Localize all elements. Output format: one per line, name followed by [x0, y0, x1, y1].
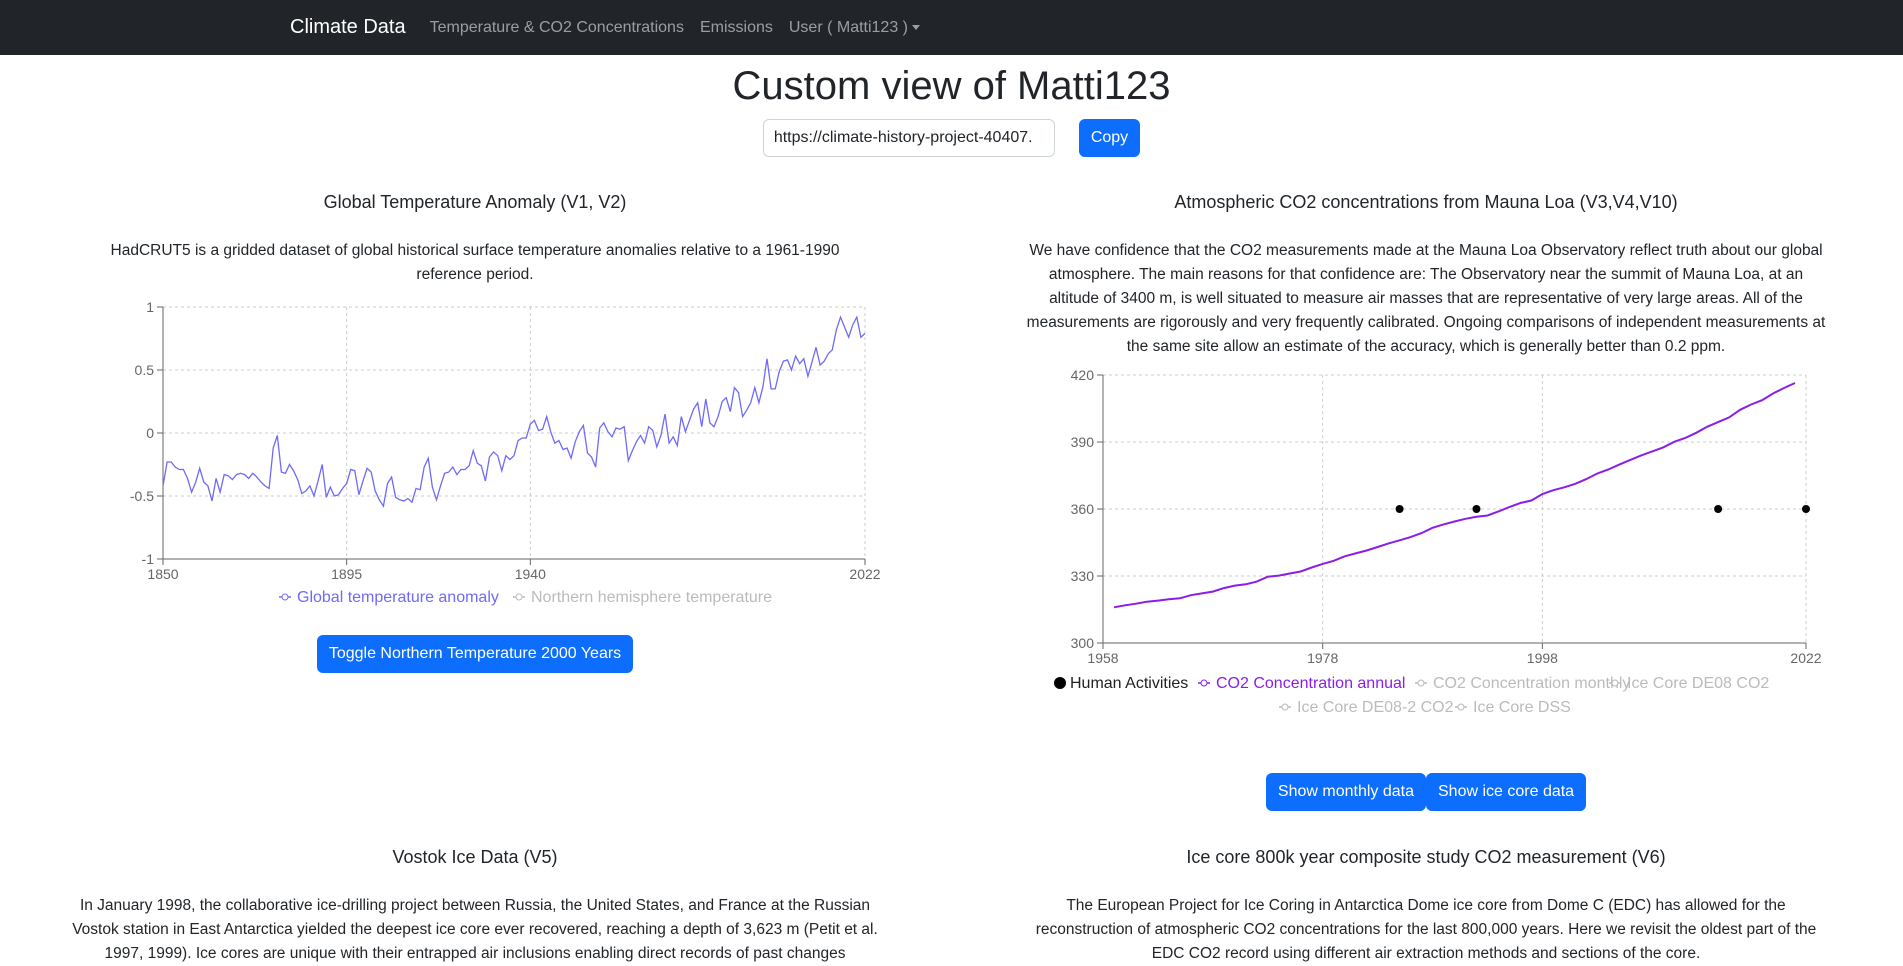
icecore-title: Ice core 800k year composite study CO2 m…	[1186, 847, 1666, 867]
page-title: Custom view of Matti123	[732, 64, 1171, 108]
vostok-title: Vostok Ice Data (V5)	[392, 847, 558, 867]
co2-button-row: Show monthly data Show ice core data	[1023, 773, 1829, 811]
human-activity-point[interactable]	[1395, 505, 1404, 513]
x-tick-label: 1978	[1307, 650, 1338, 666]
toggle-northern-temperature-button[interactable]: Toggle Northern Temperature 2000 Years	[316, 635, 634, 673]
y-tick-label: 0.5	[135, 362, 155, 378]
caret-down-icon	[912, 24, 920, 30]
x-tick-label: 2022	[849, 566, 880, 582]
y-tick-label: -0.5	[130, 488, 154, 504]
temperature-title: Global Temperature Anomaly (V1, V2)	[323, 192, 627, 212]
y-tick-label: 420	[1071, 369, 1095, 383]
series-line-global-temperature	[162, 315, 866, 508]
icecore-section: Ice core 800k year composite study CO2 m…	[1023, 847, 1829, 966]
legend-marker-ice-core-dss	[1457, 703, 1465, 711]
legend-label-ice-core-de08-2[interactable]: Ice Core DE08-2 CO2	[1297, 699, 1454, 716]
series-line-co2-annual	[1113, 382, 1796, 609]
vostok-section: Vostok Ice Data (V5) In January 1998, th…	[70, 847, 880, 966]
temperature-chart: 1850 1895 1940 2022 1 0.5 0 -0.5 -1 Global temper…	[130, 299, 880, 606]
vostok-description: In January 1998, the collaborative ice-d…	[72, 897, 878, 962]
share-url-input[interactable]	[762, 119, 1055, 157]
y-tick-label: 300	[1071, 635, 1095, 651]
legend-marker-ice-core-de08-2	[1281, 703, 1289, 711]
y-tick-label: 0	[146, 425, 154, 441]
co2-section: Atmospheric CO2 concentrations from Maun…	[1023, 192, 1829, 811]
navbar: Climate Data Temperature & CO2 Concentra…	[0, 0, 1903, 55]
x-tick-label: 1958	[1087, 650, 1118, 666]
legend-label-co2-annual[interactable]: CO2 Concentration annual	[1216, 675, 1405, 692]
legend-label-ice-core-dss[interactable]: Ice Core DSS	[1473, 699, 1571, 716]
nav-user-dropdown[interactable]: User ( Matti123 )	[789, 19, 920, 37]
legend-marker-northern	[515, 593, 523, 601]
icecore-description: The European Project for Ice Coring in A…	[1035, 897, 1817, 962]
share-url-row: Copy	[0, 119, 1903, 157]
temperature-section: Global Temperature Anomaly (V1, V2) HadC…	[70, 192, 880, 673]
y-tick-label: 390	[1071, 434, 1095, 450]
x-tick-label: 1940	[515, 566, 546, 582]
legend-label-human[interactable]: Human Activities	[1070, 675, 1188, 692]
legend-label-co2-monthly[interactable]: CO2 Concentration monthly	[1433, 675, 1630, 692]
legend-label-global[interactable]: Global temperature anomaly	[297, 589, 499, 606]
legend-marker-global	[281, 593, 289, 601]
legend-label-northern[interactable]: Northern hemisphere temperature	[531, 589, 772, 606]
legend-marker-human	[1054, 677, 1066, 689]
x-tick-label: 1895	[331, 566, 362, 582]
legend-label-ice-core-de08[interactable]: Ice Core DE08 CO2	[1627, 675, 1769, 692]
human-activity-point[interactable]	[1472, 505, 1481, 513]
y-tick-label: 1	[146, 299, 154, 315]
y-tick-label: 360	[1071, 501, 1095, 517]
show-monthly-data-button[interactable]: Show monthly data	[1265, 773, 1426, 811]
nav-link-temperature-co2[interactable]: Temperature & CO2 Concentrations	[429, 18, 684, 36]
temperature-description: HadCRUT5 is a gridded dataset of global …	[110, 242, 840, 283]
x-tick-label: 2022	[1790, 650, 1821, 666]
navbar-brand[interactable]: Climate Data	[290, 16, 406, 38]
show-ice-core-data-button[interactable]: Show ice core data	[1426, 773, 1587, 811]
legend-marker-co2-monthly	[1417, 679, 1425, 687]
legend-marker-co2-annual	[1200, 679, 1208, 687]
x-tick-label: 1850	[147, 566, 178, 582]
co2-description: We have confidence that the CO2 measurem…	[1026, 242, 1826, 355]
copy-button[interactable]: Copy	[1078, 119, 1141, 157]
y-tick-label: -1	[142, 551, 155, 567]
co2-chart: 1958 1978 1998 2022 420 390 360 330 300 Human Act…	[1054, 369, 1822, 716]
x-tick-label: 1998	[1527, 650, 1558, 666]
user-dropdown-label: User ( Matti123 )	[788, 18, 908, 36]
nav-link-emissions[interactable]: Emissions	[699, 18, 773, 36]
y-tick-label: 330	[1071, 568, 1095, 584]
human-activity-point[interactable]	[1802, 505, 1810, 513]
human-activity-point[interactable]	[1714, 505, 1723, 513]
legend-marker-ice-core-de08	[1611, 679, 1619, 687]
co2-title: Atmospheric CO2 concentrations from Maun…	[1174, 192, 1678, 212]
